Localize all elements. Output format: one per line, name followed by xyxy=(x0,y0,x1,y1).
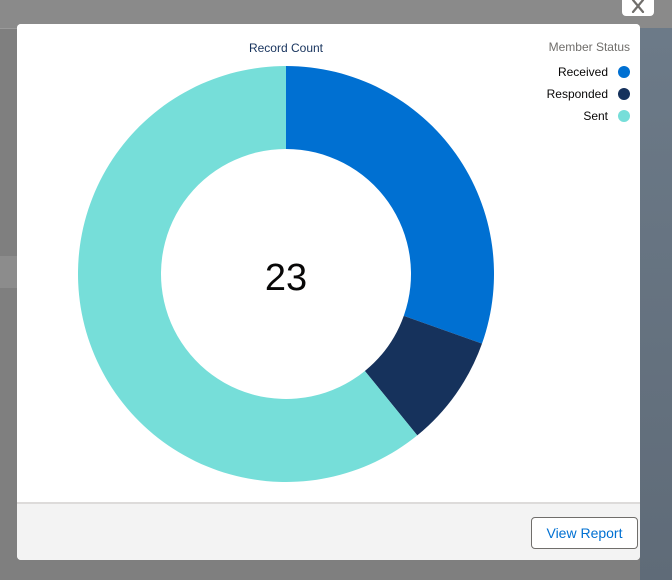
chart-modal: Record Count 23 Member Status Received Re… xyxy=(17,24,640,560)
view-report-label: View Report xyxy=(546,525,623,541)
chart-legend: Received Responded Sent xyxy=(547,65,630,123)
legend-swatch-received[interactable] xyxy=(618,66,630,78)
donut-slice-received[interactable] xyxy=(286,66,494,344)
backdrop-side-panel xyxy=(640,28,672,580)
close-button[interactable] xyxy=(622,0,654,16)
legend-label-responded: Responded xyxy=(547,87,608,101)
donut-chart: Record Count 23 Member Status ReceivedRe… xyxy=(78,40,630,482)
legend-label-received: Received xyxy=(558,65,608,79)
legend-label-sent: Sent xyxy=(583,109,608,123)
donut-slice-responded[interactable] xyxy=(364,315,482,436)
backdrop-band xyxy=(0,256,18,288)
view-report-button[interactable]: View Report xyxy=(531,517,638,549)
legend-swatch-responded[interactable] xyxy=(618,88,630,100)
close-icon xyxy=(631,0,645,13)
donut-center-total: 23 xyxy=(265,257,307,299)
chart-title: Record Count xyxy=(249,41,324,55)
donut-slice-sent[interactable] xyxy=(78,65,418,482)
legend-title: Member Status xyxy=(549,40,630,54)
legend-swatch-sent[interactable] xyxy=(618,110,630,122)
modal-footer: View Report xyxy=(17,502,640,560)
donut-slices xyxy=(78,65,494,482)
modal-body: Record Count 23 Member Status Received Re… xyxy=(17,24,640,502)
